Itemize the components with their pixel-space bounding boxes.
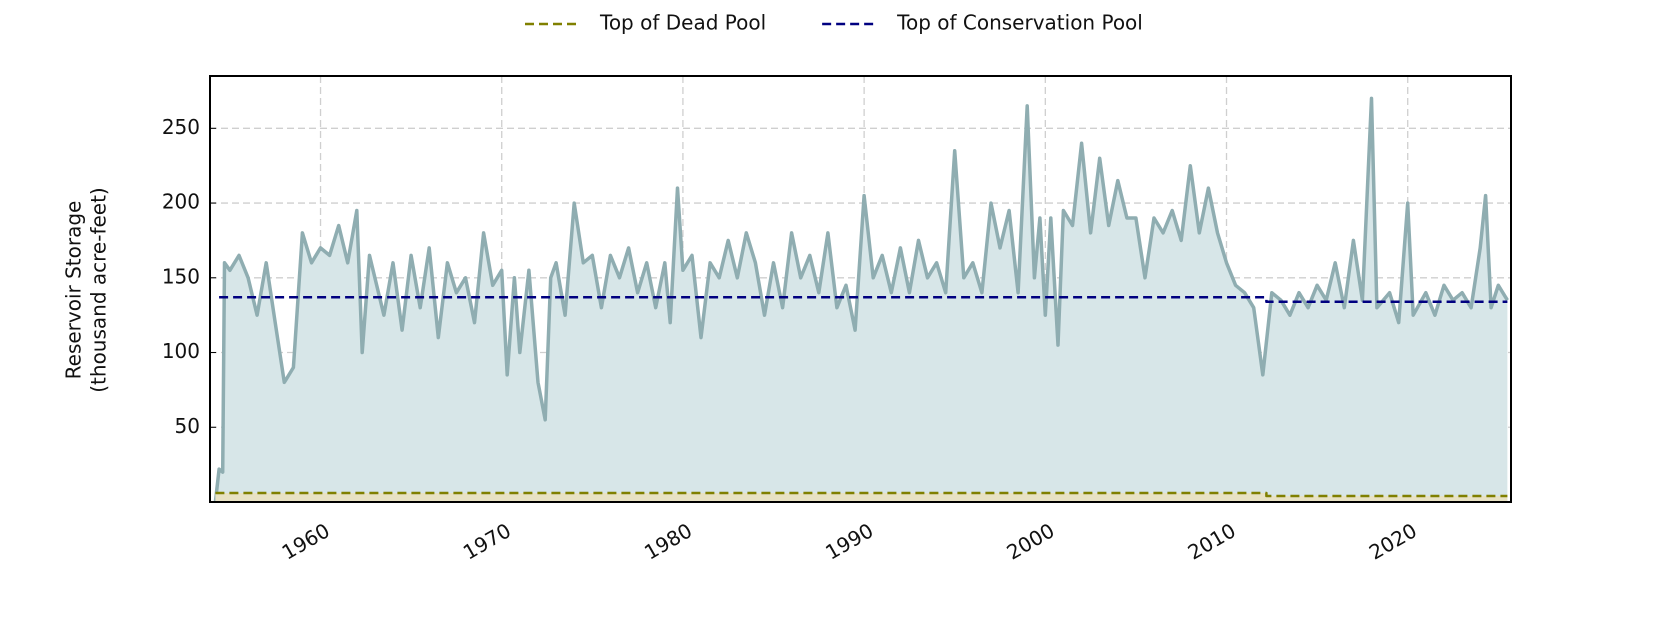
x-tick-label: 2000: [1002, 518, 1058, 564]
y-axis-label: (thousand acre-feet): [87, 187, 111, 393]
x-tick-label: 1960: [278, 518, 334, 564]
y-tick-label: 200: [162, 190, 200, 214]
x-tick-label: 1990: [821, 518, 877, 564]
y-tick-label: 50: [175, 414, 200, 438]
line: [215, 491, 1508, 498]
line: [213, 96, 1509, 502]
legend: Top of Dead Pool Top of Conservation Pool: [525, 11, 1143, 35]
line: [219, 295, 1508, 303]
legend-label: Top of Dead Pool: [599, 11, 766, 35]
y-tick-label: 100: [162, 339, 200, 363]
x-tick-label: 2020: [1365, 518, 1421, 564]
plot-series: [213, 96, 1509, 502]
area: [215, 98, 1508, 502]
area: [215, 493, 1508, 502]
x-tick-label: 1970: [459, 518, 515, 564]
y-axis-label: Reservoir Storage: [62, 201, 86, 380]
y-tick-label: 250: [162, 115, 200, 139]
y-tick-label: 150: [162, 264, 200, 288]
x-tick-label: 1980: [640, 518, 696, 564]
legend-label: Top of Conservation Pool: [896, 11, 1143, 35]
x-tick-label: 2010: [1184, 518, 1240, 564]
plot-frame: [209, 75, 1512, 503]
